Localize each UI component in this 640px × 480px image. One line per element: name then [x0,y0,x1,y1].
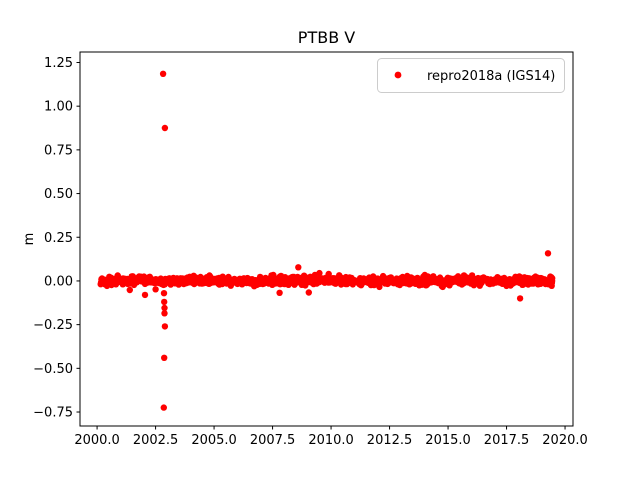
y-tick-label: 0.75 [44,143,73,158]
y-axis-label: m [22,233,37,246]
legend-label: repro2018a (IGS14) [427,69,555,84]
legend-marker-icon [394,71,402,79]
x-tick-label: 2010.0 [308,433,354,448]
x-tick-label: 2020.0 [542,433,588,448]
plot-area: 2000.0 2002.5 2005.0 2007.5 2010.0 2012.5 2015… [33,51,588,448]
axis-ticks [76,61,566,430]
x-tick-label: 2015.0 [425,433,471,448]
y-tick-label: −0.50 [33,362,73,377]
y-tick-label: −0.25 [33,318,73,333]
legend: repro2018a (IGS14) [377,58,565,93]
axis-tick-labels: 2000.0 2002.5 2005.0 2007.5 2010.0 2012.5 2015… [33,56,588,448]
y-tick-label: 0.50 [44,187,73,202]
legend-box [377,58,565,93]
x-tick-label: 2005.0 [191,433,237,448]
chart-title: PTBB V [298,28,355,47]
y-tick-label: 1.00 [44,100,73,115]
y-tick-label: 1.25 [44,56,73,71]
x-tick-label: 2017.5 [484,433,530,448]
x-tick-label: 2000.0 [74,433,120,448]
y-tick-label: 0.25 [44,231,73,246]
y-tick-label: 0.00 [44,274,73,289]
y-tick-label: −0.75 [33,406,73,421]
axes-spines [79,51,574,427]
x-tick-label: 2012.5 [367,433,413,448]
x-tick-label: 2002.5 [133,433,179,448]
scatter-points [97,70,556,411]
x-tick-label: 2007.5 [250,433,296,448]
